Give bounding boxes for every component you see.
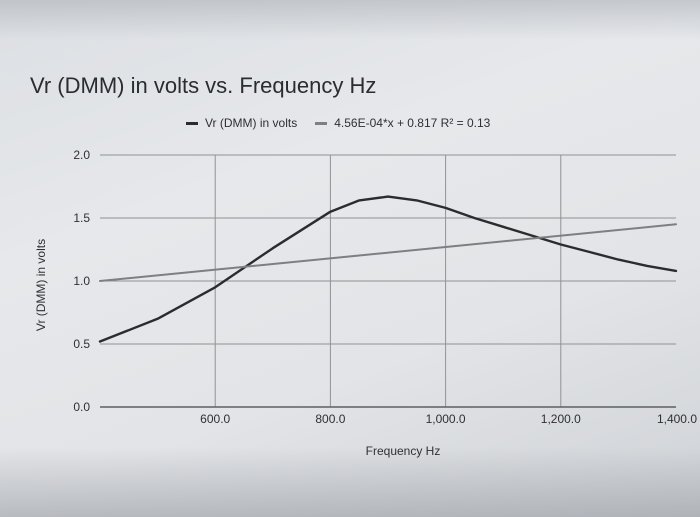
legend-label-measured: Vr (DMM) in volts — [205, 116, 298, 130]
x-tick-label-2: 1,000.0 — [426, 412, 466, 426]
y-tick-label-2: 1.0 — [73, 274, 90, 288]
legend-label-trendline: 4.56E-04*x + 0.817 R² = 0.13 — [334, 116, 491, 130]
photo-shadow-bottom — [0, 447, 700, 517]
y-tick-label-4: 2.0 — [73, 148, 90, 162]
y-tick-label-3: 1.5 — [73, 211, 90, 225]
series — [98, 195, 678, 343]
y-tick-label-1: 0.5 — [73, 337, 90, 351]
legend-swatch-measured — [186, 121, 198, 125]
legend: Vr (DMM) in volts 4.56E-04*x + 0.817 R² … — [186, 115, 508, 131]
photo-shadow-top — [0, 0, 700, 40]
series-line-0 — [98, 195, 678, 343]
x-axis-label: Frequency Hz — [365, 444, 441, 458]
y-tick-label-0: 0.0 — [73, 400, 90, 414]
x-tick-label-3: 1,200.0 — [541, 412, 581, 426]
x-tick-label-4: 1,400.0 — [657, 412, 697, 426]
x-tick-label-1: 800.0 — [315, 412, 345, 426]
legend-swatch-trendline — [315, 121, 328, 125]
tick-labels: 0.0 0.5 1.0 1.5 2.0 600.0 800.0 1,000.0 1,200.0 1… — [73, 148, 697, 426]
series-line-1 — [99, 223, 677, 282]
legend-entry-measured: Vr (DMM) in volts — [186, 116, 297, 130]
legend-entry-trendline: 4.56E-04*x + 0.817 R² = 0.13 — [315, 116, 490, 130]
x-tick-label-0: 600.0 — [200, 412, 230, 426]
chart-title: Vr (DMM) in volts vs. Frequency Hz — [30, 73, 377, 98]
grid — [100, 154, 676, 407]
